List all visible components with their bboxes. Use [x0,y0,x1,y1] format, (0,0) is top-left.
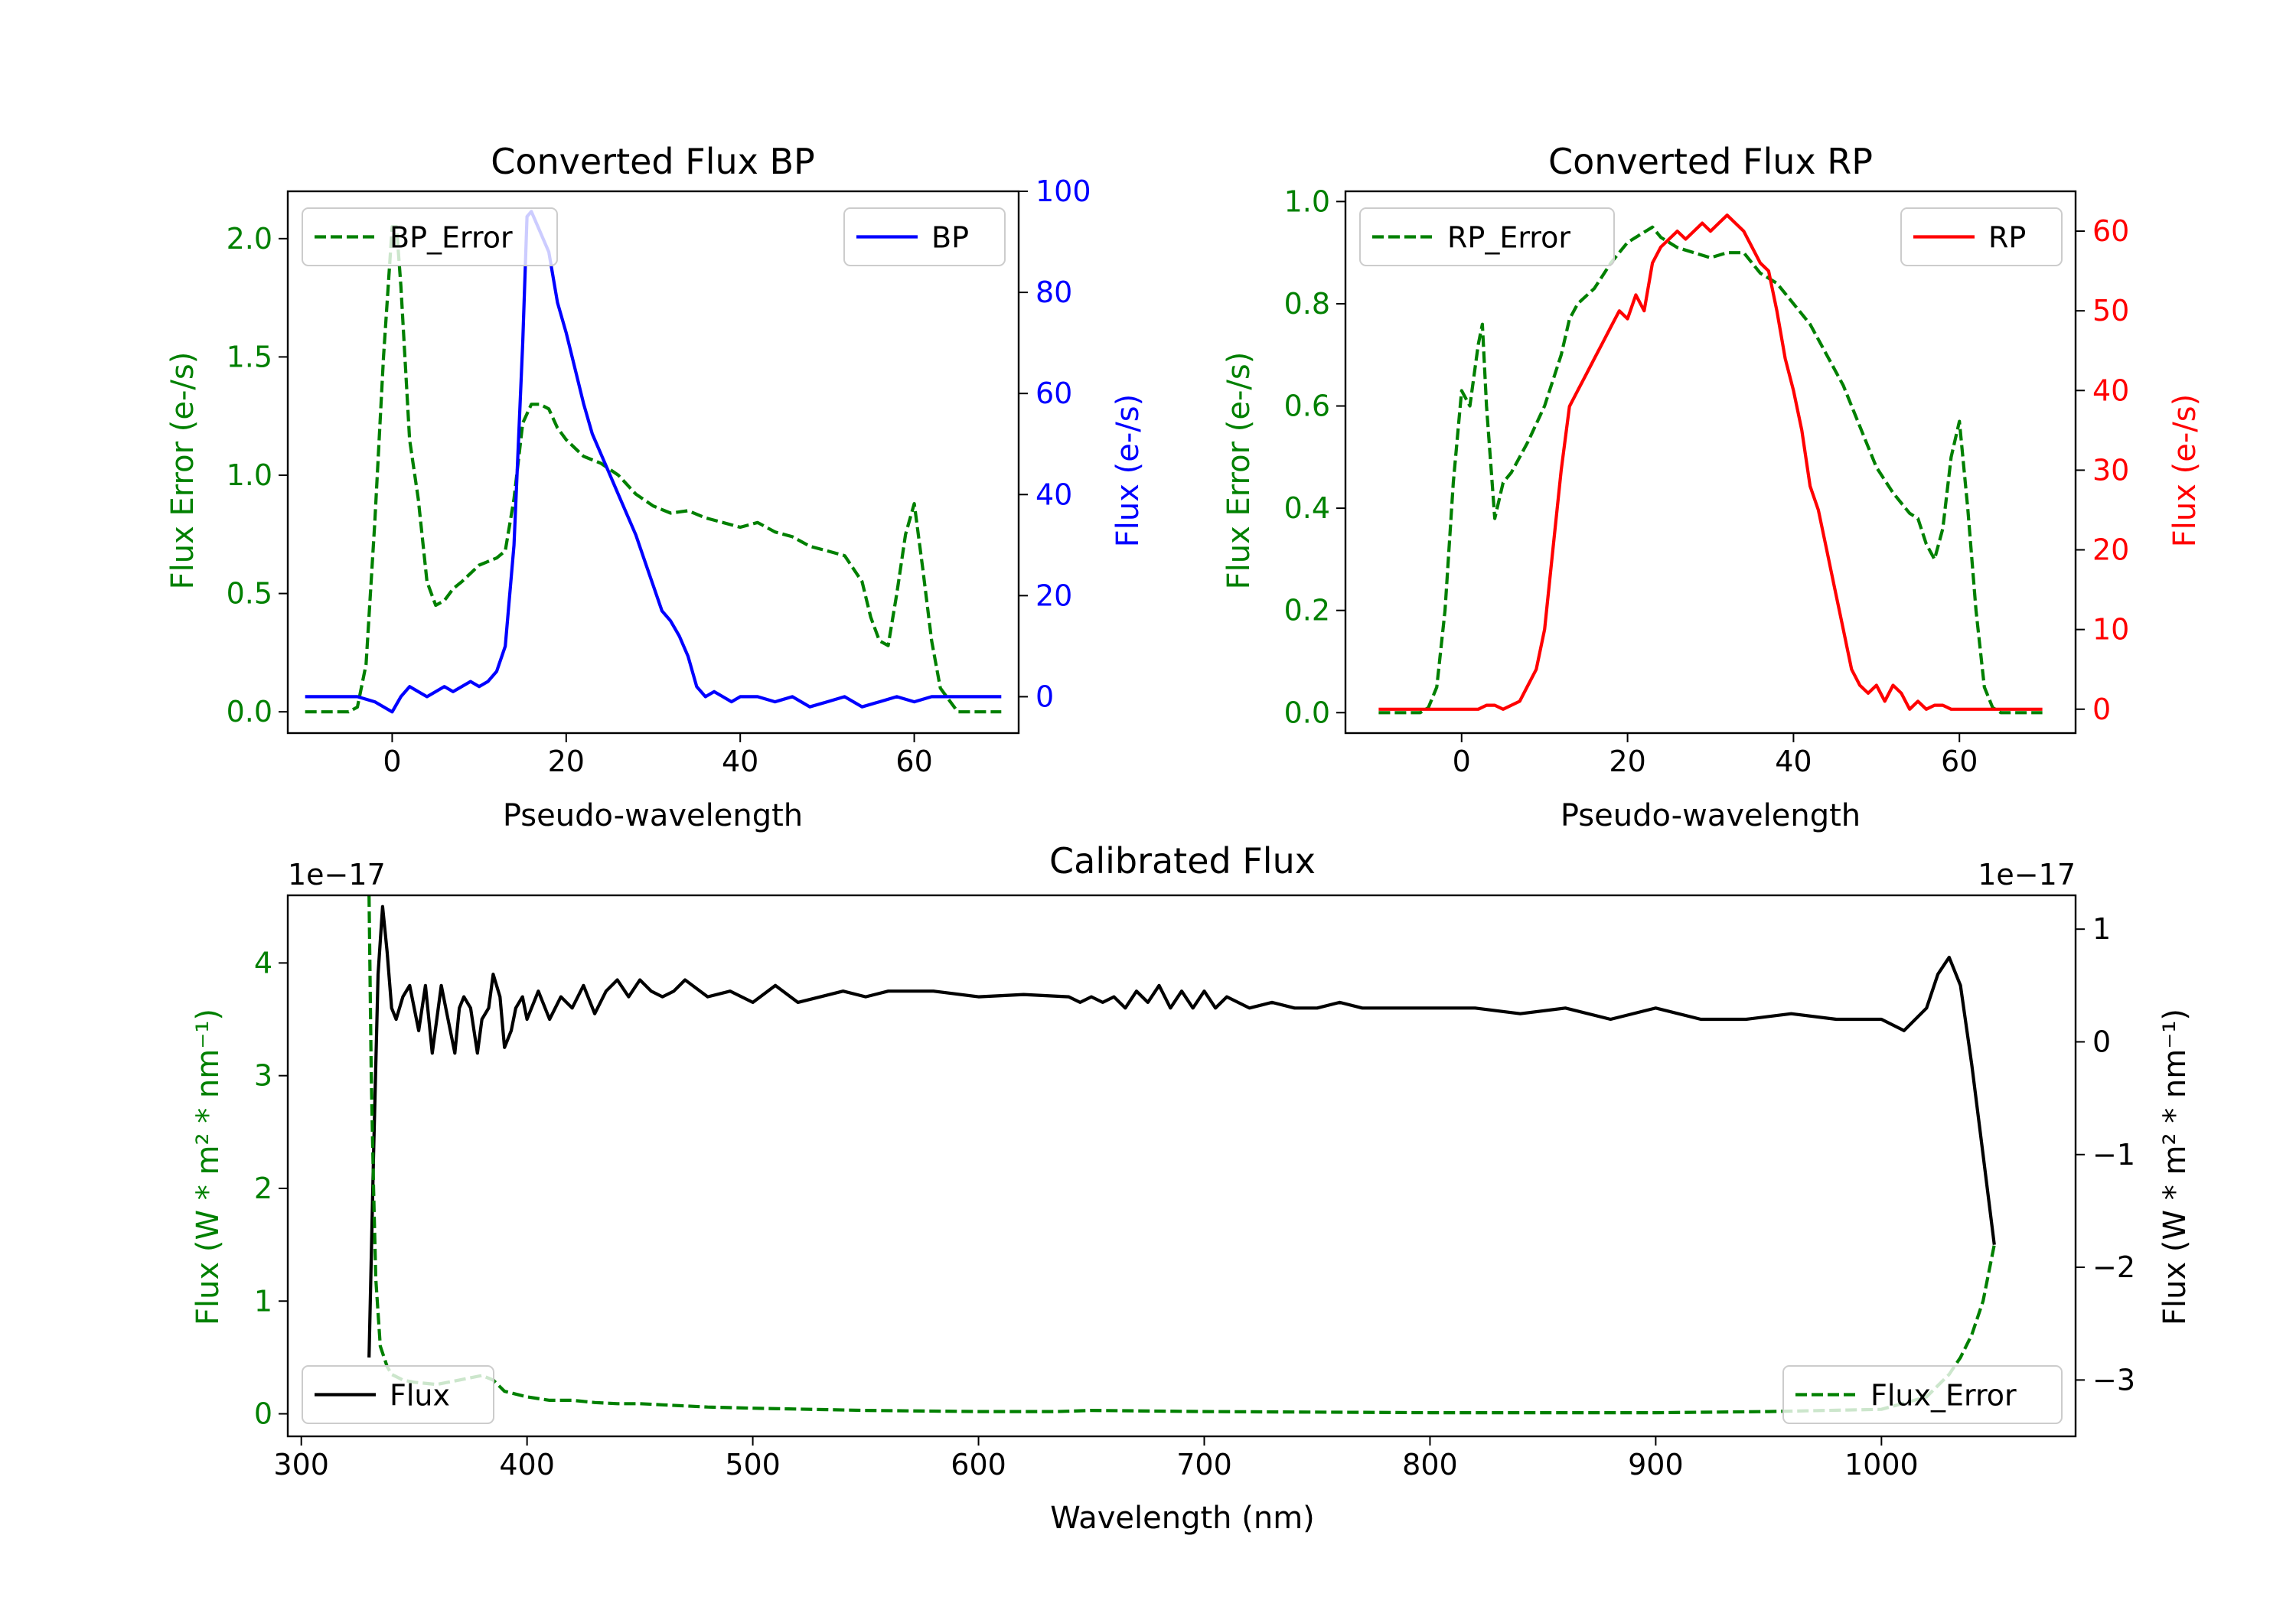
bp-title: Converted Flux BP [491,141,815,182]
bp-legend-error-box [302,207,558,266]
cal-ytick-right-label: −3 [2092,1363,2135,1397]
bp-ytick-left-label: 2.0 [227,222,272,256]
cal-ytick-left-label: 1 [254,1284,272,1318]
rp-legend-flux-label: RP [1988,221,2026,255]
cal-ytick-right-label: 0 [2092,1025,2111,1058]
bp-axes-frame [286,190,1020,735]
cal-xtick-label: 1000 [1844,1448,1919,1482]
cal-ytick-left-label: 4 [254,946,272,980]
bp-ytick-right-label: 20 [1035,579,1072,612]
rp-series-flux [1378,214,2043,711]
cal-axes-frame [286,894,2077,1438]
rp-title: Converted Flux RP [1548,141,1873,182]
bp-series-flux [305,210,1002,714]
rp-ytick-right-label: 10 [2092,613,2129,647]
bp-series-error [305,225,1002,714]
rp-ytick-left-label: 0.8 [1284,287,1330,321]
rp-xtick-label: 40 [1775,745,1812,778]
cal-ytick-left-label: 2 [254,1172,272,1205]
bp-ytick-right-label: 100 [1035,174,1091,208]
rp-xtick-label: 0 [1453,745,1471,778]
cal-legend-flux-box [302,1365,494,1424]
bp-xtick-label: 20 [548,745,585,778]
rp-ytick-right-label: 60 [2092,214,2129,248]
bp-ytick-left-label: 0.5 [227,577,272,611]
cal-ytick-left-label: 0 [254,1397,272,1431]
cal-ylabel-left: Flux (W * m² * nm⁻¹) [191,1009,226,1325]
rp-ylabel-right: Flux (e-/s) [2167,394,2203,547]
rp-axes-frame [1344,190,2077,735]
bp-legend-flux-label: BP [931,221,969,255]
rp-legend-error-box [1359,207,1615,266]
rp-xtick-label: 20 [1609,745,1645,778]
cal-ytick-right-label: 1 [2092,912,2111,946]
cal-ytick-left-label: 3 [254,1059,272,1093]
bp-ytick-right-label: 60 [1035,376,1072,410]
cal-chart: Calibrated Flux Wavelength (nm) Flux (W … [191,840,2193,1536]
bp-ytick-right-label: 80 [1035,275,1072,309]
bp-xtick-label: 0 [383,745,401,778]
cal-ylabel-right: Flux (W * m² * nm⁻¹) [2157,1009,2193,1325]
cal-title: Calibrated Flux [1049,840,1316,882]
cal-legend-flux-error-box [1782,1365,2063,1424]
rp-ytick-right-label: 0 [2092,693,2111,726]
bp-xlabel: Pseudo-wavelength [503,798,803,833]
cal-series-flux [367,905,1996,1358]
bp-ylabel-left: Flux Error (e-/s) [165,352,201,590]
bp-ytick-right-label: 0 [1035,680,1054,713]
rp-ytick-right-label: 40 [2092,373,2129,407]
bp-ytick-left-label: 1.0 [227,458,272,492]
cal-xlabel: Wavelength (nm) [1050,1501,1315,1536]
bp-xtick-label: 40 [722,745,758,778]
bp-xtick-label: 60 [895,745,932,778]
rp-ytick-left-label: 1.0 [1284,184,1330,218]
rp-ytick-left-label: 0.0 [1284,696,1330,729]
rp-ytick-right-label: 20 [2092,533,2129,567]
rp-ytick-left-label: 0.2 [1284,594,1330,627]
bp-legend-flux-box [843,207,1006,266]
cal-xtick-label: 800 [1402,1448,1458,1482]
cal-xtick-label: 900 [1628,1448,1684,1482]
rp-chart: Converted Flux RP Pseudo-wavelength Flux… [1221,141,2203,833]
rp-ytick-left-label: 0.4 [1284,491,1330,525]
cal-xtick-label: 600 [951,1448,1006,1482]
cal-ytick-right-label: −1 [2092,1138,2135,1172]
cal-legend-flux-label: Flux [390,1379,450,1413]
rp-legend-flux-box [1900,207,2063,266]
cal-legend-flux-error-label: Flux_Error [1870,1379,2017,1413]
cal-ytick-right-label: −2 [2092,1250,2135,1284]
rp-ytick-left-label: 0.6 [1284,390,1330,423]
bp-ytick-left-label: 0.0 [227,695,272,729]
rp-ytick-right-label: 30 [2092,453,2129,487]
cal-xtick-label: 300 [273,1448,329,1482]
rp-legend-error-label: RP_Error [1447,221,1570,255]
rp-xtick-label: 60 [1941,745,1978,778]
bp-chart: Converted Flux BP Pseudo-wavelength Flux… [165,141,1146,833]
cal-xtick-label: 500 [725,1448,781,1482]
bp-ytick-left-label: 1.5 [227,340,272,373]
rp-series-error [1378,225,2043,715]
cal-offset-right: 1e−17 [1978,858,2076,892]
bp-legend-error-label: BP_Error [390,221,513,255]
bp-ylabel-right: Flux (e-/s) [1110,394,1146,547]
cal-offset-left: 1e−17 [288,858,386,892]
rp-ylabel-left: Flux Error (e-/s) [1221,352,1257,590]
bp-ytick-right-label: 40 [1035,478,1072,511]
cal-series-flux-error [367,895,1996,1415]
cal-xtick-label: 700 [1176,1448,1232,1482]
rp-xlabel: Pseudo-wavelength [1561,798,1861,833]
rp-ytick-right-label: 50 [2092,294,2129,328]
cal-xtick-label: 400 [499,1448,555,1482]
